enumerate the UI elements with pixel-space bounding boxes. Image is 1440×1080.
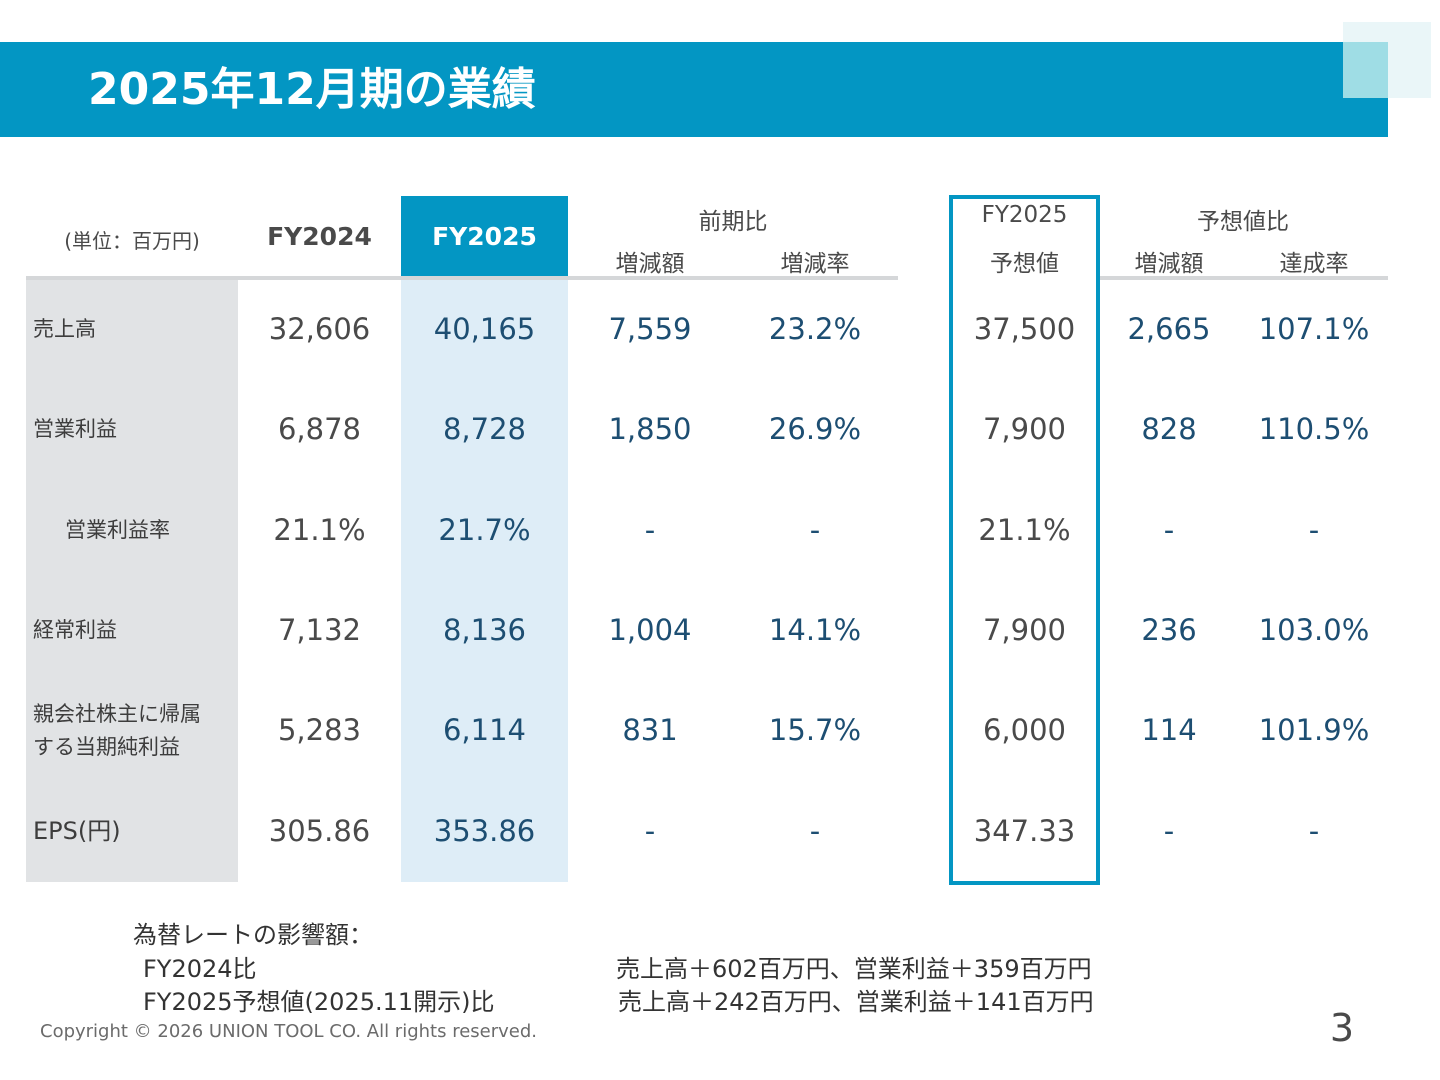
table-cell: 101.9% (1258, 713, 1370, 747)
copyright-notice: Copyright © 2026 UNION TOOL CO. All righ… (40, 1021, 537, 1042)
table-cell: 7,559 (608, 312, 692, 346)
header-forecast-diff: 増減額 (1134, 251, 1204, 277)
unit-label: (単位：百万円) (64, 229, 200, 253)
table-cell: 353.86 (433, 814, 536, 848)
table-cell: 7,132 (277, 613, 362, 647)
header-divider-right (1098, 276, 1388, 280)
fx-note-line1-label: FY2024比 (143, 955, 257, 983)
table-cell: 107.1% (1258, 312, 1370, 346)
table-cell: 1,004 (608, 613, 692, 647)
table-cell: 828 (1141, 412, 1197, 446)
table-cell: 7,900 (982, 613, 1067, 647)
table-cell: 831 (622, 713, 678, 747)
header-divider-left (26, 276, 898, 280)
header-fy2024: FY2024 (267, 222, 372, 251)
table-cell: - (644, 814, 656, 848)
page-number: 3 (1329, 1006, 1355, 1050)
table-cell: 114 (1141, 713, 1197, 747)
table-cell: - (809, 513, 821, 547)
header-prev-group: 前期比 (698, 209, 768, 235)
table-cell: 6,878 (277, 412, 362, 446)
header-forecast-rate: 達成率 (1279, 251, 1349, 277)
table-cell: 110.5% (1258, 412, 1370, 446)
forecast-column-frame (949, 195, 1100, 885)
fx-note-line2-value: 売上高＋242百万円、営業利益＋141百万円 (618, 988, 1094, 1016)
table-cell: 1,850 (608, 412, 692, 446)
table-cell: 21.1% (978, 513, 1071, 547)
table-cell: - (809, 814, 821, 848)
header-forecast-label: 予想値 (990, 251, 1059, 277)
table-cell: 23.2% (768, 312, 862, 346)
table-cell: 6,114 (442, 713, 527, 747)
table-cell: - (1163, 513, 1175, 547)
table-cell: 15.7% (768, 713, 862, 747)
fx-note-heading: 為替レートの影響額： (133, 921, 373, 949)
table-cell: 5,283 (277, 713, 362, 747)
table-cell: - (1308, 513, 1320, 547)
header-fy2025: FY2025 (432, 222, 537, 251)
header-forecast-year: FY2025 (981, 202, 1068, 228)
header-prev-rate: 増減率 (780, 251, 850, 277)
fx-note-line2-label: FY2025予想値(2025.11開示)比 (143, 988, 495, 1016)
table-cell: 32,606 (268, 312, 371, 346)
row-label-net-income-line1: 親会社株主に帰属 (33, 702, 201, 726)
table-cell: 26.9% (768, 412, 862, 446)
row-label-net-income-line2: する当期純利益 (33, 735, 180, 759)
table-cell: 14.1% (768, 613, 862, 647)
title-bar (0, 42, 1388, 137)
fy2025-header-cell (401, 196, 568, 276)
table-cell: 40,165 (433, 312, 536, 346)
row-label-operating-margin: 営業利益率 (65, 518, 170, 542)
table-cell: - (644, 513, 656, 547)
fx-note-line1-value: 売上高＋602百万円、営業利益＋359百万円 (616, 955, 1092, 983)
table-cell: 2,665 (1127, 312, 1211, 346)
table-cell: 103.0% (1258, 613, 1370, 647)
row-label-sales: 売上高 (33, 317, 96, 341)
page-title: 2025年12月期の業績 (88, 64, 536, 115)
row-label-ordinary-profit: 経常利益 (33, 618, 117, 642)
fy2025-column-highlight (401, 196, 568, 882)
table-cell: - (1308, 814, 1320, 848)
header-forecast-group: 予想値比 (1197, 209, 1289, 235)
corner-decoration-teal (1343, 42, 1388, 98)
table-cell: - (1163, 814, 1175, 848)
table-cell: 7,900 (982, 412, 1067, 446)
table-cell: 6,000 (982, 713, 1067, 747)
table-cell: 347.33 (973, 814, 1076, 848)
row-label-eps: EPS(円) (33, 817, 121, 845)
header-prev-diff: 増減額 (615, 251, 685, 277)
table-cell: 236 (1141, 613, 1197, 647)
table-cell: 8,136 (442, 613, 527, 647)
row-label-operating-profit: 営業利益 (33, 417, 117, 441)
row-label-column (26, 279, 238, 882)
table-cell: 21.7% (438, 513, 531, 547)
table-cell: 8,728 (442, 412, 527, 446)
table-cell: 305.86 (268, 814, 371, 848)
table-cell: 37,500 (973, 312, 1076, 346)
table-cell: 21.1% (273, 513, 366, 547)
